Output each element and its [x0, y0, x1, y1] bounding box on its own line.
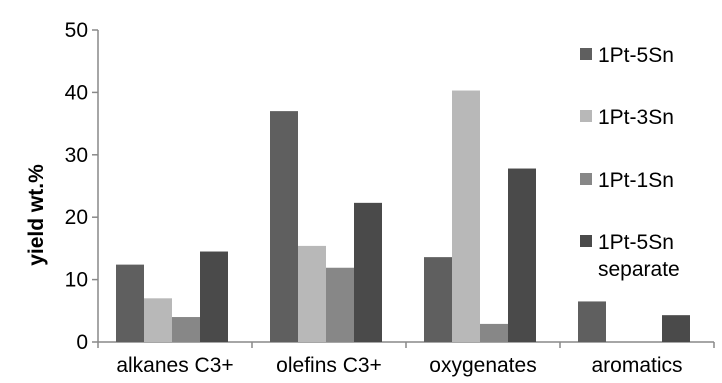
bar-4-3	[508, 168, 536, 342]
y-tick-label: 20	[65, 206, 88, 229]
legend-label: 1Pt-1Sn	[598, 169, 674, 192]
bar-4-4	[662, 315, 690, 342]
y-tick-label: 30	[65, 144, 88, 167]
x-category-label: olefins C3+	[276, 354, 382, 377]
y-tick-label: 0	[76, 331, 88, 354]
legend-label: 1Pt-3Sn	[598, 106, 674, 129]
bar-2-1	[144, 298, 172, 342]
y-tick-label: 40	[65, 81, 88, 104]
legend-label: 1Pt-5Sn	[598, 231, 674, 254]
legend-swatch	[580, 48, 592, 60]
legend-label: separate	[598, 258, 680, 281]
x-category-label: aromatics	[591, 354, 682, 377]
x-category-label: alkanes C3+	[116, 354, 233, 377]
legend-swatch	[580, 173, 592, 185]
bar-1-4	[578, 301, 606, 342]
bar-3-2	[326, 267, 354, 342]
bar-1-1	[116, 264, 144, 342]
bar-3-1	[172, 317, 200, 342]
bar-4-1	[200, 251, 228, 342]
bar-1-2	[270, 111, 298, 343]
legend-swatch	[580, 235, 592, 247]
x-axis: alkanes C3+ olefins C3+ oxygenates aromatic…	[97, 341, 715, 377]
bar-3-3	[480, 323, 508, 342]
bars	[116, 90, 690, 343]
legend: 1Pt-5Sn 1Pt-3Sn 1Pt-1Sn 1Pt-5Sn separate	[580, 44, 680, 281]
bar-2-2	[298, 245, 326, 342]
bar-4-2	[354, 202, 382, 342]
y-tick-label: 10	[65, 269, 88, 292]
legend-label: 1Pt-5Sn	[598, 44, 674, 67]
bar-2-3	[452, 90, 480, 342]
x-category-label: oxygenates	[429, 354, 536, 377]
bar-1-3	[424, 257, 452, 342]
y-axis-label: yield wt.%	[25, 164, 48, 266]
legend-swatch	[580, 110, 592, 122]
y-tick-label: 50	[65, 19, 88, 42]
y-axis: 0 10 20 30 40 50	[65, 19, 99, 354]
